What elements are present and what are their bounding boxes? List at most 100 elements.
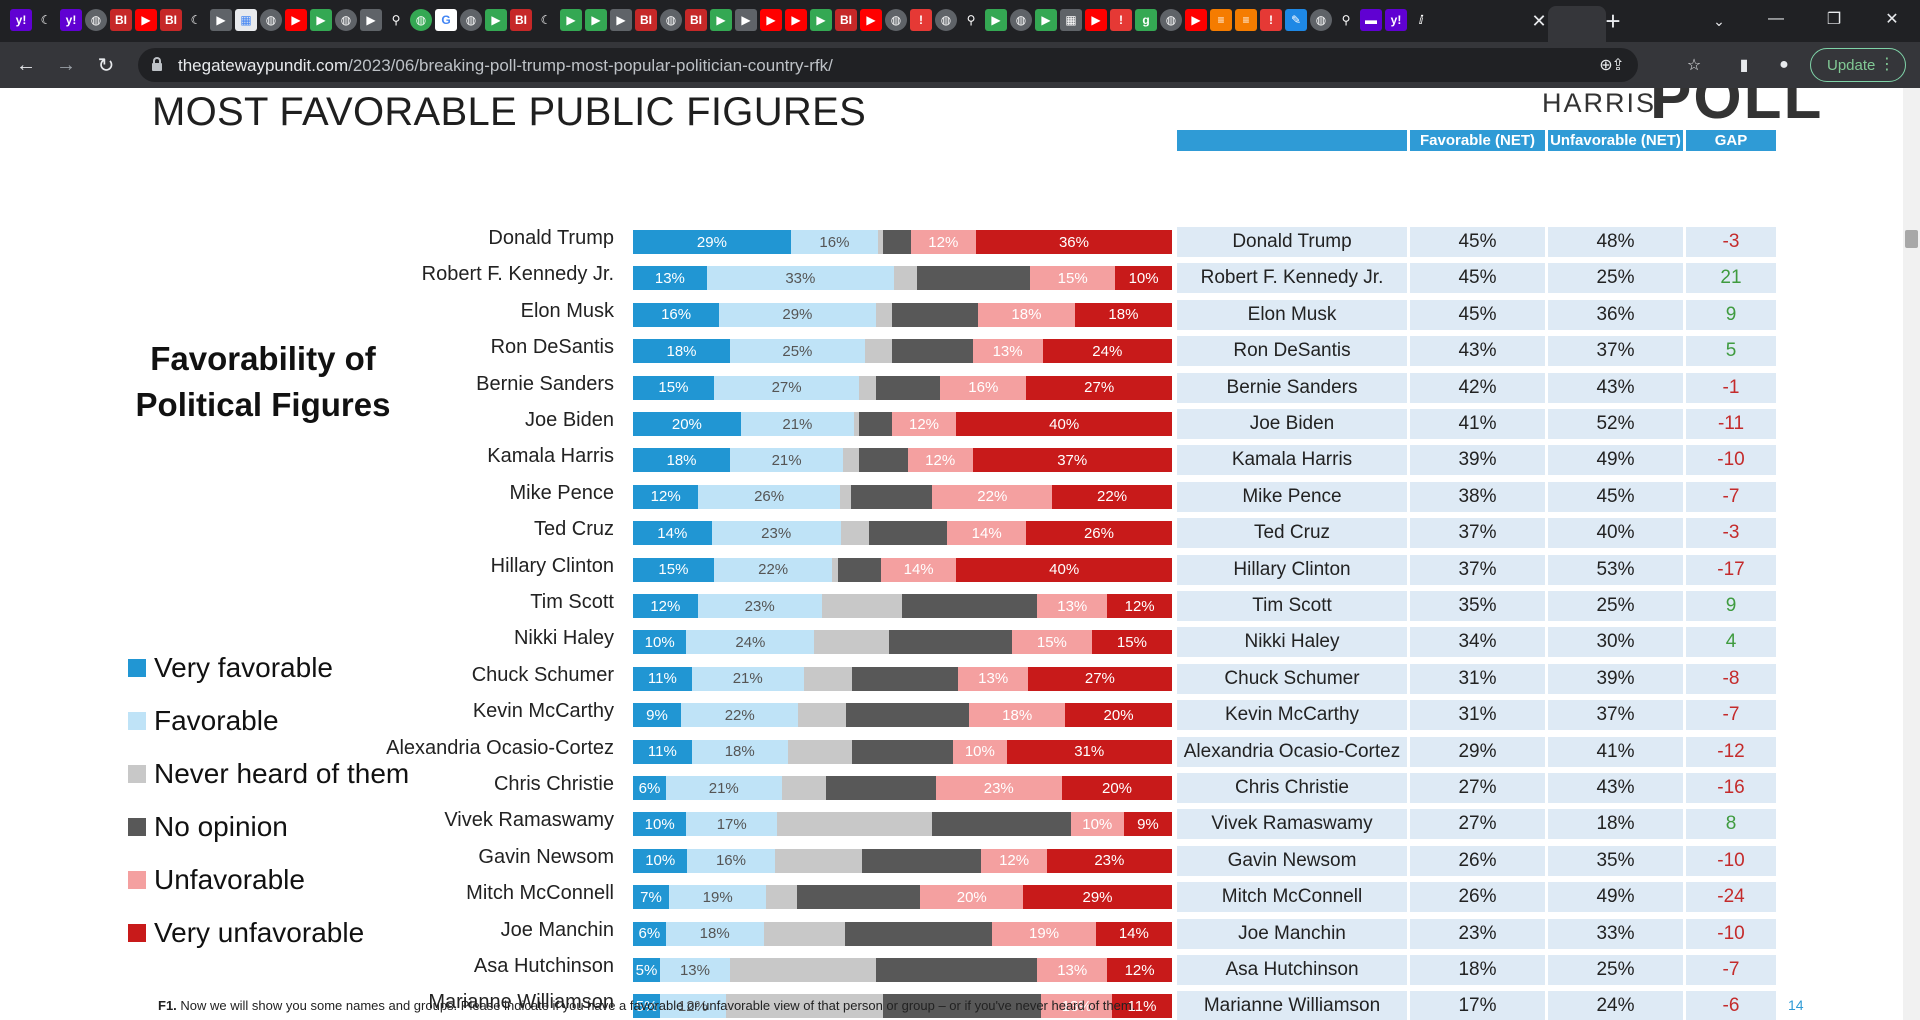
tab-favicon-icon[interactable]: BI: [510, 9, 532, 31]
tab-favicon-icon[interactable]: ▶: [710, 9, 732, 31]
bar-segment-favorable: 27%: [713, 375, 860, 400]
tab-favicon-icon[interactable]: ▬: [1360, 9, 1382, 31]
tab-favicon-icon[interactable]: ◍: [1160, 9, 1182, 31]
bar-row: 10% 16% 12% 23%: [633, 848, 1172, 873]
tab-favicon-icon[interactable]: ◍: [260, 9, 282, 31]
bar-segment-favorable: 26%: [698, 484, 840, 509]
bar-segment-unfavorable: 22%: [932, 484, 1053, 509]
tab-favicon-icon[interactable]: ≡: [1210, 9, 1232, 31]
close-tab-icon[interactable]: ✕: [1531, 10, 1547, 31]
tab-favicon-icon[interactable]: BI: [110, 9, 132, 31]
tab-favicon-icon[interactable]: ▶: [785, 9, 807, 31]
bar-category-label: Marianne Williamson: [428, 991, 614, 1014]
tab-favicon-icon[interactable]: ▶: [135, 9, 157, 31]
active-tab[interactable]: [1548, 6, 1606, 42]
tab-favicon-icon[interactable]: ▶: [1185, 9, 1207, 31]
bar-row: 9% 22% 18% 20%: [633, 703, 1172, 728]
table-cell-favorable-net: 17%: [1410, 991, 1545, 1020]
tab-favicon-icon[interactable]: ▶: [485, 9, 507, 31]
tab-favicon-icon[interactable]: ▶: [760, 9, 782, 31]
tab-favicon-icon[interactable]: ▶: [285, 9, 307, 31]
table-cell-gap: -16: [1686, 773, 1776, 803]
scrollbar-thumb[interactable]: [1905, 230, 1918, 248]
tab-favicon-icon[interactable]: ▦: [1060, 9, 1082, 31]
tab-search-icon[interactable]: ⌄: [1713, 12, 1725, 29]
bar-segment-unfavorable: 13%: [1037, 594, 1108, 618]
tab-favicon-icon[interactable]: ▶: [735, 9, 757, 31]
tab-favicon-icon[interactable]: BI: [685, 9, 707, 31]
back-icon[interactable]: ←: [16, 53, 36, 76]
tab-favicon-icon[interactable]: ⚲: [1335, 9, 1357, 31]
tab-favicon-icon[interactable]: y!: [60, 9, 82, 31]
tab-favicon-icon[interactable]: ◍: [885, 9, 907, 31]
bar-segment-favorable: 21%: [666, 776, 782, 800]
bar-segment-unfavorable: 15%: [1011, 630, 1092, 655]
tab-favicon-icon[interactable]: ≡: [1235, 9, 1257, 31]
bar-category-label: Joe Manchin: [500, 918, 614, 941]
tab-favicon-icon[interactable]: ⚲: [960, 9, 982, 31]
tab-favicon-icon[interactable]: ⚲: [385, 9, 407, 31]
tab-favicon-icon[interactable]: ▶: [860, 9, 882, 31]
bar-row: 11% 21% 13% 27%: [633, 666, 1172, 691]
table-cell-gap: -12: [1686, 736, 1776, 767]
tab-favicon-icon[interactable]: !: [910, 9, 932, 31]
tab-favicon-icon[interactable]: ⅈ: [1410, 9, 1432, 31]
tab-favicon-icon[interactable]: ▶: [560, 9, 582, 31]
tab-favicon-icon[interactable]: ▦: [235, 9, 257, 31]
tab-favicon-icon[interactable]: ▶: [810, 9, 832, 31]
tab-favicon-icon[interactable]: ◍: [660, 9, 682, 31]
tab-favicon-icon[interactable]: g: [1135, 9, 1157, 31]
tab-favicon-icon[interactable]: ▶: [985, 9, 1007, 31]
vertical-scrollbar[interactable]: [1903, 88, 1920, 1020]
tab-favicon-icon[interactable]: ◍: [935, 9, 957, 31]
close-window-button[interactable]: ✕: [1885, 11, 1899, 28]
tab-favicon-icon[interactable]: !: [1110, 9, 1132, 31]
tab-favicon-icon[interactable]: y!: [1385, 9, 1407, 31]
bar-segment-very-favorable: 5%: [633, 994, 661, 1019]
table-cell-name: Robert F. Kennedy Jr.: [1177, 263, 1407, 294]
tab-favicon-icon[interactable]: ▶: [360, 9, 382, 31]
forward-icon[interactable]: →: [56, 53, 76, 76]
tab-favicon-icon[interactable]: BI: [635, 9, 657, 31]
update-button[interactable]: Update ⋮: [1810, 48, 1906, 82]
tab-favicon-icon[interactable]: ▶: [585, 9, 607, 31]
tab-favicon-icon[interactable]: ◍: [1310, 9, 1332, 31]
restore-button[interactable]: ❐: [1826, 11, 1842, 28]
minimize-button[interactable]: —: [1768, 10, 1784, 27]
tab-favicon-icon[interactable]: ☾: [535, 9, 557, 31]
tab-favicon-icon[interactable]: ☾: [35, 9, 57, 31]
zoom-icon[interactable]: ⊕: [1599, 57, 1613, 74]
tab-favicon-icon[interactable]: ▶: [1085, 9, 1107, 31]
tab-favicon-icon[interactable]: ◍: [410, 9, 432, 31]
bar-segment-very-unfavorable: 27%: [1026, 375, 1172, 400]
profile-icon[interactable]: ●: [1779, 56, 1789, 73]
share-icon[interactable]: ⇪: [1611, 57, 1625, 74]
bar-category-label: Bernie Sanders: [476, 372, 614, 395]
tab-favicon-icon[interactable]: ◍: [460, 9, 482, 31]
tab-favicon-icon[interactable]: ☾: [185, 9, 207, 31]
tab-favicon-icon[interactable]: ◍: [1010, 9, 1032, 31]
tab-favicon-icon[interactable]: BI: [835, 9, 857, 31]
tab-favicon-icon[interactable]: ▶: [310, 9, 332, 31]
address-bar[interactable]: thegatewaypundit.com/2023/06/breaking-po…: [138, 48, 1638, 82]
reload-icon[interactable]: ↻: [97, 54, 115, 77]
bookmark-star-icon[interactable]: ☆: [1686, 57, 1702, 74]
tab-favicon-icon[interactable]: BI: [160, 9, 182, 31]
tab-favicon-icon[interactable]: !: [1260, 9, 1282, 31]
tab-favicon-icon[interactable]: ▶: [610, 9, 632, 31]
side-panel-icon[interactable]: ▮: [1739, 57, 1749, 74]
new-tab-button[interactable]: +: [1605, 5, 1621, 36]
lock-icon[interactable]: [152, 57, 162, 71]
tab-favicon-icon[interactable]: ◍: [85, 9, 107, 31]
tab-favicon-icon[interactable]: ▶: [1035, 9, 1057, 31]
tab-favicon-icon[interactable]: ✎: [1285, 9, 1307, 31]
table-cell-gap: -6: [1686, 991, 1776, 1020]
url-text[interactable]: thegatewaypundit.com/2023/06/breaking-po…: [178, 56, 833, 76]
page-content: MOST FAVORABLE PUBLIC FIGURES HARRIS POL…: [0, 88, 1920, 1020]
tab-favicon-icon[interactable]: G: [435, 9, 457, 31]
tab-favicon-icon[interactable]: ▶: [210, 9, 232, 31]
tab-favicon-icon[interactable]: ◍: [335, 9, 357, 31]
table-cell-unfavorable-net: 53%: [1548, 554, 1683, 585]
tab-favicon-icon[interactable]: y!: [10, 9, 32, 31]
menu-dots-icon[interactable]: ⋮: [1879, 56, 1895, 73]
